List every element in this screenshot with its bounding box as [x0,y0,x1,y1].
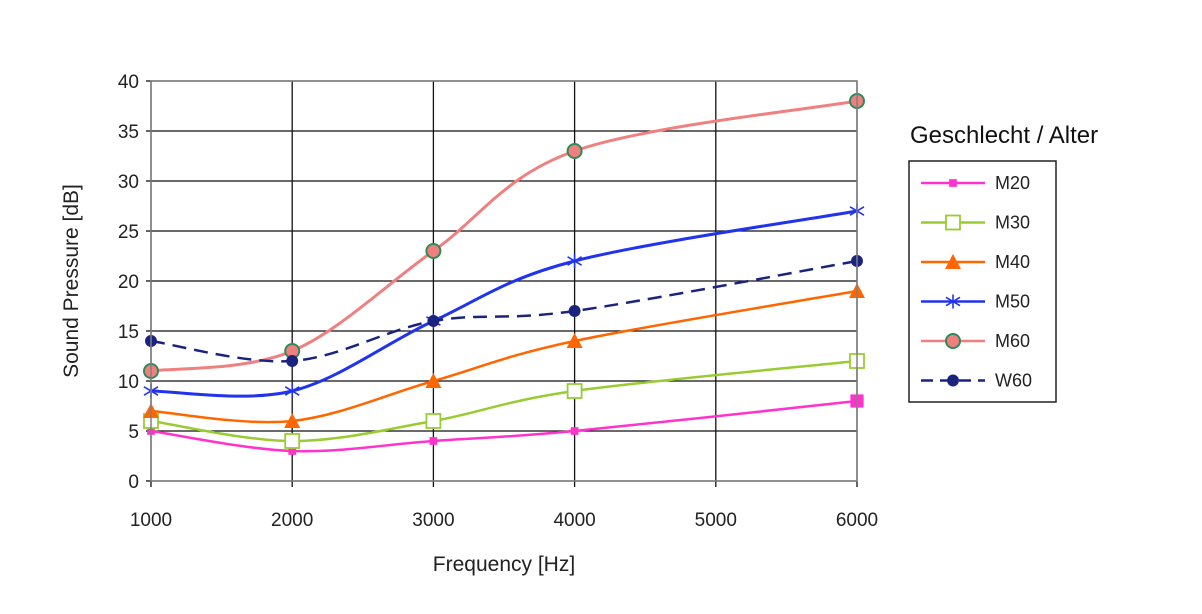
plot-frame [150,80,858,482]
legend-label: M50 [995,292,1030,312]
x-tick-label: 1000 [130,510,172,531]
y-tick-label: 30 [118,172,139,193]
data-point-m60 [425,243,442,259]
x-tick-label: 6000 [836,510,878,531]
x-tick-label: 4000 [553,510,595,531]
legend-title: Geschlecht / Alter [910,122,1098,149]
series-m40 [143,283,865,428]
x-tick-labels: 1000 2000 3000 4000 5000 6000 [130,510,878,531]
legend-swatch-marker [947,374,959,387]
legend-item-m60: M60 [921,331,1030,351]
legend-label: W60 [995,371,1032,391]
series-w60 [145,255,863,367]
data-point-m60 [566,143,583,159]
y-tick-labels: 0 5 10 15 20 25 30 35 40 [118,72,139,493]
y-tick-label: 40 [118,72,139,93]
y-tick-label: 35 [118,122,139,143]
x-axis-title: Frequency [Hz] [433,553,575,576]
y-tick-label: 5 [128,422,139,443]
series-line-w60 [150,259,858,363]
legend-box [908,160,1057,403]
series-line-m60 [150,99,858,373]
legend-swatch-marker [945,294,961,309]
data-point-m20 [570,427,579,435]
data-point-w60 [286,355,299,367]
legend-item-m50: M50 [921,292,1030,312]
y-tick-label: 0 [128,472,139,493]
y-tick-label: 25 [118,222,139,243]
grid-lines [146,80,858,487]
legend-swatch-marker [945,333,961,349]
series-line-m40 [150,289,858,424]
x-tick-label: 2000 [271,510,313,531]
y-tick-label: 15 [118,322,139,343]
data-point-m50 [284,384,300,398]
legend-swatch-marker [945,214,961,231]
legend-item-m20: M20 [921,173,1030,193]
data-point-m20 [288,447,297,455]
legend-swatch-marker [945,254,961,269]
legend: M20 M30 M40 M50 M60 W60 [908,160,1057,403]
data-point-w60 [568,305,581,317]
legend-item-m30: M30 [921,213,1030,233]
y-axis-title: Sound Pressure [dB] [60,184,83,378]
data-point-m30 [566,383,583,399]
series-line-m20 [150,399,858,453]
series-layer [143,93,865,455]
data-point-m20 [429,437,438,445]
data-point-m30 [284,433,301,449]
legend-label: M20 [995,173,1030,193]
legend-label: M60 [995,331,1030,351]
series-m50 [143,204,865,398]
legend-label: M40 [995,252,1030,272]
x-tick-label: 5000 [695,510,737,531]
data-point-m30 [425,413,442,429]
series-line-m30 [150,359,858,443]
data-point-m40 [425,373,442,388]
legend-item-w60: W60 [921,371,1032,391]
legend-swatch-marker [949,179,957,187]
series-m30 [143,353,865,449]
data-point-w60 [427,315,440,327]
x-tick-label: 3000 [412,510,454,531]
series-line-m50 [150,209,858,398]
data-point-m50 [567,254,583,268]
y-tick-label: 10 [118,372,139,393]
y-tick-label: 20 [118,272,139,293]
legend-label: M30 [995,213,1030,233]
series-m60 [143,93,865,379]
data-point-m40 [566,333,583,348]
legend-item-m40: M40 [921,252,1030,272]
data-point-m40 [284,413,301,428]
